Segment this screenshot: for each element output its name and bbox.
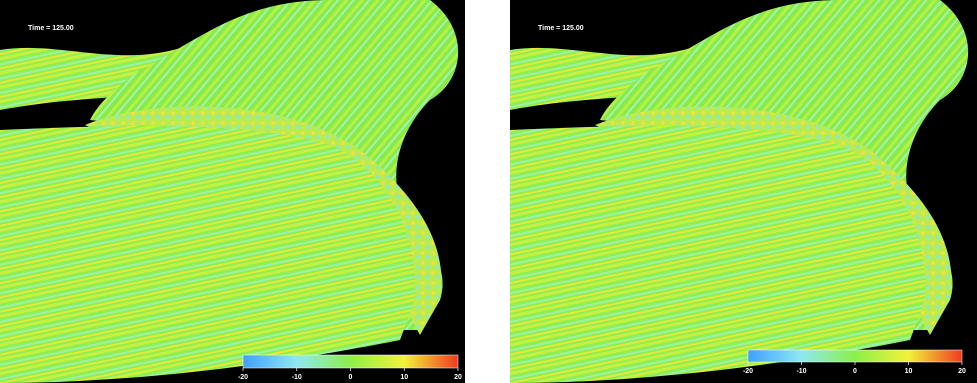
colorbar-tick-label: -20 xyxy=(238,374,248,381)
panel: Time = 125.00 -20 -10 0 10 20 xyxy=(0,0,465,383)
front-cylinder xyxy=(0,126,416,383)
time-label: Time = 125.00 xyxy=(538,25,584,32)
colorbar-tick-label: 10 xyxy=(400,374,408,381)
front-cylinder xyxy=(510,126,926,383)
colorbar-tick-label: 10 xyxy=(905,368,913,375)
colorbar xyxy=(748,350,962,362)
colorbar-tick-label: 20 xyxy=(958,368,966,375)
figure: Time = 125.00 -20 -10 0 10 20 Time = 125.00 -20… xyxy=(0,0,977,383)
colorbar-tick-label: 0 xyxy=(349,374,353,381)
time-label: Time = 125.00 xyxy=(28,25,74,32)
colorbar-tick-label: 20 xyxy=(454,374,462,381)
colorbar xyxy=(243,355,458,368)
colorbar-tick-label: -10 xyxy=(292,374,302,381)
panel: Time = 125.00 -20 -10 0 10 20 xyxy=(510,0,977,383)
colorbar-tick-label: -20 xyxy=(743,368,753,375)
colorbar-tick-label: 0 xyxy=(853,368,857,375)
colorbar-tick-label: -10 xyxy=(796,368,806,375)
